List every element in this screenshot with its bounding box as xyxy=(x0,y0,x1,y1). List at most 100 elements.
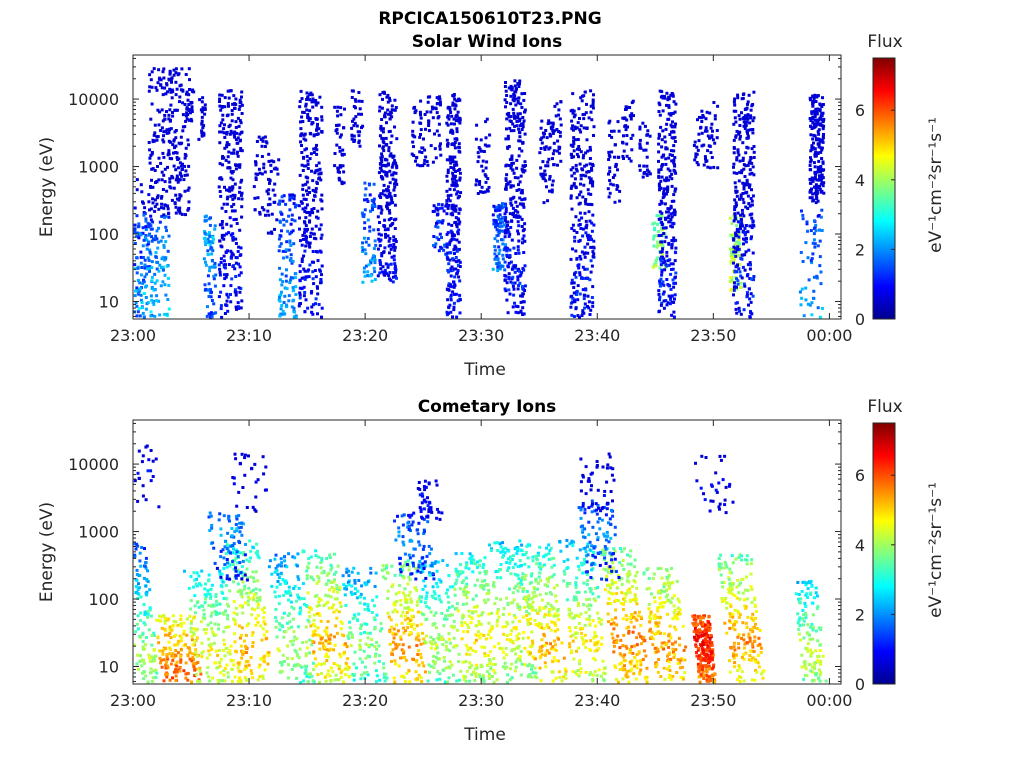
heatmap-cell xyxy=(455,163,459,167)
heatmap-cell xyxy=(449,310,453,314)
heatmap-cell xyxy=(218,664,222,668)
heatmap-cell xyxy=(164,129,168,133)
heatmap-cell xyxy=(247,663,251,667)
heatmap-cell xyxy=(149,314,153,318)
heatmap-cell xyxy=(172,73,176,77)
heatmap-cell xyxy=(483,143,487,147)
heatmap-cell xyxy=(177,72,181,76)
heatmap-cell xyxy=(291,643,295,647)
heatmap-cell xyxy=(386,185,390,189)
heatmap-cell xyxy=(506,223,509,227)
heatmap-cell xyxy=(382,189,385,193)
heatmap-cell xyxy=(315,215,318,219)
heatmap-cell xyxy=(179,660,183,664)
heatmap-cell xyxy=(452,177,456,181)
heatmap-cell xyxy=(662,257,666,261)
heatmap-cell xyxy=(379,211,383,215)
heatmap-cell xyxy=(289,593,293,597)
heatmap-cell xyxy=(612,129,616,133)
heatmap-cell xyxy=(271,188,275,192)
heatmap-cell xyxy=(207,295,211,298)
heatmap-cell xyxy=(452,94,456,98)
heatmap-cell xyxy=(509,260,513,264)
heatmap-cell xyxy=(162,134,165,138)
heatmap-cell xyxy=(194,582,198,586)
heatmap-cell xyxy=(746,163,750,167)
heatmap-cell xyxy=(435,236,439,240)
heatmap-cell xyxy=(184,676,188,680)
heatmap-cell xyxy=(242,551,246,555)
heatmap-cell xyxy=(506,137,510,141)
heatmap-cell xyxy=(393,245,397,249)
heatmap-cell xyxy=(147,653,151,657)
heatmap-cell xyxy=(548,177,552,181)
heatmap-cell xyxy=(148,208,151,212)
heatmap-cell xyxy=(739,227,742,230)
heatmap-cell xyxy=(663,240,667,244)
heatmap-cell xyxy=(817,138,821,142)
heatmap-cell xyxy=(188,111,192,115)
heatmap-cell xyxy=(672,158,676,162)
heatmap-cell xyxy=(748,159,752,163)
heatmap-cell xyxy=(509,102,513,106)
heatmap-cell xyxy=(553,104,557,108)
heatmap-cell xyxy=(817,159,821,163)
heatmap-cell xyxy=(371,256,375,260)
heatmap-cell xyxy=(729,259,733,263)
heatmap-cell xyxy=(659,243,663,247)
heatmap-cell xyxy=(710,135,714,139)
heatmap-cell xyxy=(379,124,383,128)
heatmap-cell xyxy=(163,117,167,121)
heatmap-cell xyxy=(293,556,297,560)
heatmap-cell xyxy=(187,103,191,106)
heatmap-cell xyxy=(450,237,454,241)
heatmap-cell xyxy=(616,120,620,124)
heatmap-cell xyxy=(302,597,306,601)
heatmap-cell xyxy=(820,105,824,108)
heatmap-cell xyxy=(245,567,249,571)
heatmap-cell xyxy=(569,196,573,200)
heatmap-cell xyxy=(311,679,315,683)
heatmap-cell xyxy=(736,96,740,100)
heatmap-cell xyxy=(674,281,677,285)
heatmap-cell xyxy=(586,242,590,246)
heatmap-cell xyxy=(226,617,230,621)
heatmap-cell xyxy=(510,203,514,207)
heatmap-cell xyxy=(189,101,193,105)
heatmap-cell xyxy=(821,120,825,124)
heatmap-cell xyxy=(750,277,753,281)
heatmap-cell xyxy=(429,110,433,114)
heatmap-cell xyxy=(233,632,236,636)
heatmap-cell xyxy=(819,215,823,219)
heatmap-cell xyxy=(169,78,173,81)
heatmap-cell xyxy=(161,138,165,142)
heatmap-cell xyxy=(628,106,632,109)
heatmap-cell xyxy=(277,622,281,626)
heatmap-cell xyxy=(146,580,150,584)
heatmap-cell xyxy=(514,209,518,213)
heatmap-cell xyxy=(340,180,344,184)
heatmap-cell xyxy=(504,274,508,278)
heatmap-cell xyxy=(627,157,631,161)
heatmap-cell xyxy=(386,207,390,211)
heatmap-cell xyxy=(732,171,736,175)
heatmap-cell xyxy=(517,224,521,228)
heatmap-cell xyxy=(133,242,137,245)
heatmap-cell xyxy=(200,133,204,137)
heatmap-cell xyxy=(734,190,738,194)
heatmap-cell xyxy=(512,287,516,291)
heatmap-cell xyxy=(323,661,326,665)
heatmap-cell xyxy=(659,303,663,307)
heatmap-cell xyxy=(155,267,159,271)
heatmap-cell xyxy=(202,628,206,632)
heatmap-cell xyxy=(383,193,387,197)
heatmap-cell xyxy=(751,219,755,223)
heatmap-cell xyxy=(389,201,393,205)
heatmap-cell xyxy=(256,678,260,682)
heatmap-cell xyxy=(136,588,140,592)
heatmap-cell xyxy=(207,579,210,583)
heatmap-cell xyxy=(505,101,509,104)
heatmap-cell xyxy=(230,151,234,155)
heatmap-cell xyxy=(201,604,205,608)
heatmap-cell xyxy=(262,620,266,624)
